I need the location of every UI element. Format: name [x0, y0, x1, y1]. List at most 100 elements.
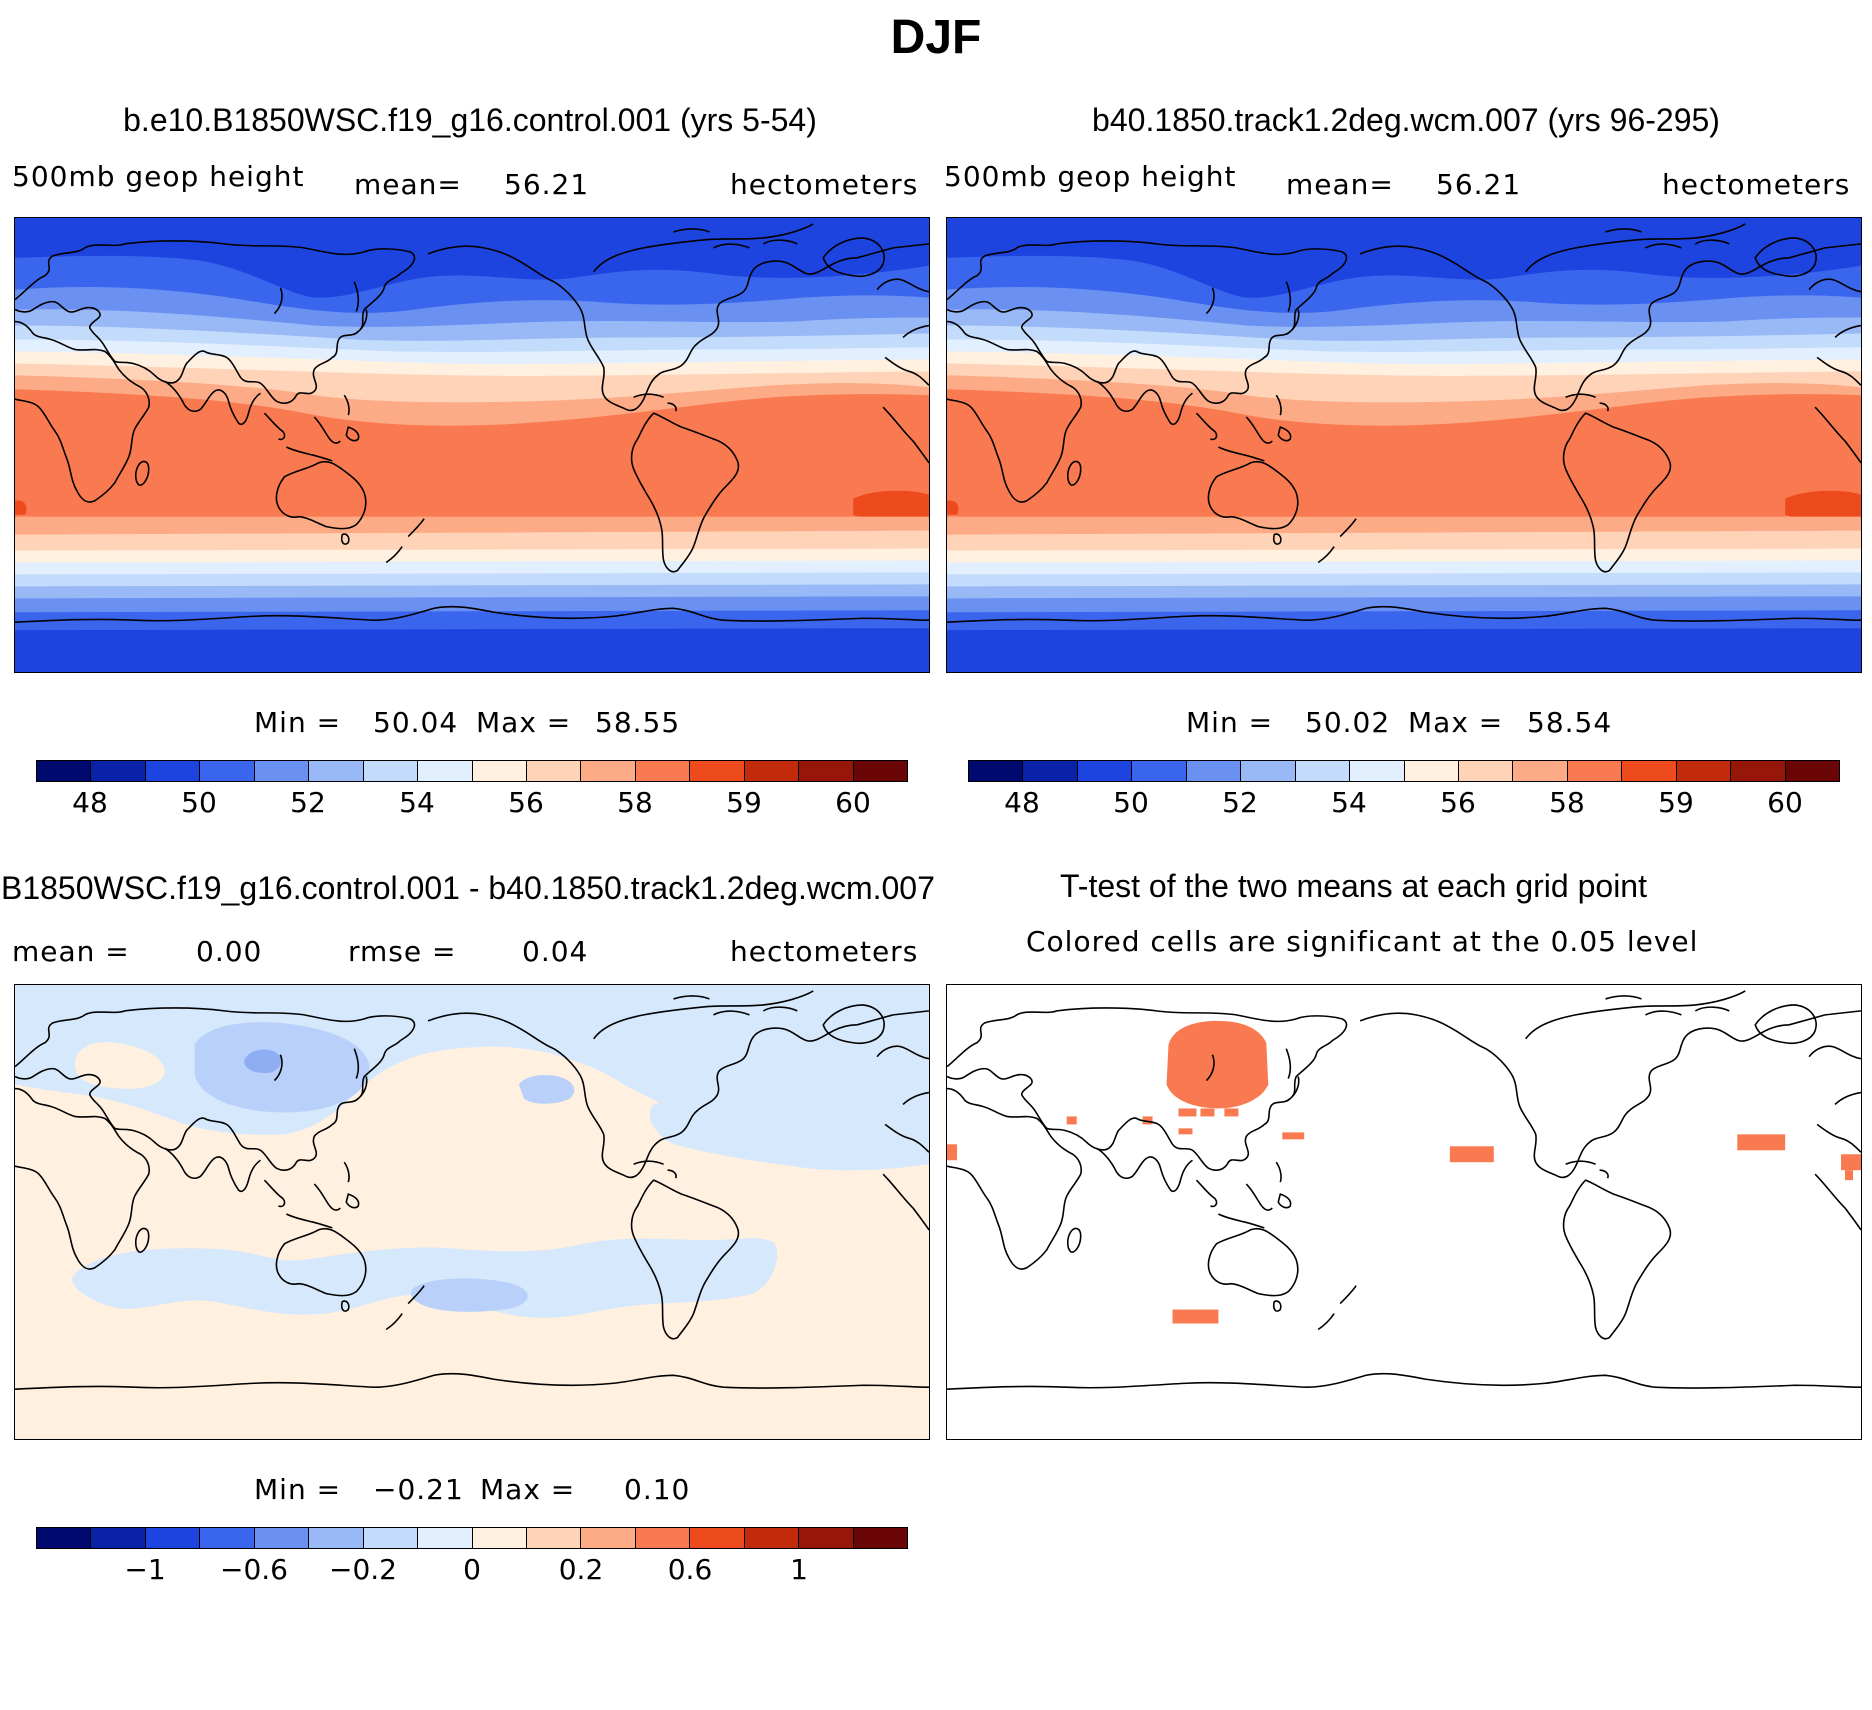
colorbar-swatch — [1241, 761, 1296, 781]
colorbar-swatch — [526, 1528, 582, 1548]
panel2-colorbar-tick: 58 — [1549, 786, 1585, 819]
panel2-colorbar-tick: 52 — [1222, 786, 1258, 819]
panel3-mean-value: 0.00 — [196, 935, 263, 968]
panel4-title: T-test of the two means at each grid poi… — [1060, 868, 1647, 904]
panel2-max-value: 58.54 — [1527, 706, 1613, 739]
panel1-colorbar-tick: 56 — [508, 786, 544, 819]
colorbar-swatch — [418, 1528, 473, 1548]
panel1-mean-value: 56.21 — [504, 168, 590, 201]
colorbar-swatch — [254, 761, 310, 781]
colorbar-swatch — [145, 761, 201, 781]
colorbar-swatch — [309, 1528, 364, 1548]
colorbar-swatch — [145, 1528, 201, 1548]
panel2-min-label: Min = — [1186, 706, 1274, 739]
panel1-title: b.e10.B1850WSC.f19_g16.control.001 (yrs … — [123, 102, 817, 138]
panel4-map — [946, 984, 1862, 1440]
colorbar-swatch — [200, 1528, 255, 1548]
colorbar-swatch — [472, 761, 527, 781]
panel3-title: b.e10.B1850WSC.f19_g16.control.001 - b40… — [0, 870, 935, 906]
panel3-colorbar-tick: 1 — [790, 1553, 808, 1586]
colorbar-swatch — [1186, 761, 1242, 781]
panel3-rmse-label: rmse = — [348, 935, 457, 968]
panel3-colorbar-tick: −1 — [124, 1553, 166, 1586]
panel1-map — [14, 217, 930, 673]
colorbar-swatch — [1785, 761, 1839, 781]
panel2-mean-value: 56.21 — [1436, 168, 1522, 201]
colorbar-swatch — [91, 1528, 146, 1548]
panel1-max-label: Max = — [476, 706, 572, 739]
panel1-units: hectometers — [730, 168, 919, 201]
panel3-min-value: −0.21 — [373, 1473, 464, 1506]
colorbar-swatch — [581, 1528, 636, 1548]
panel2-colorbar — [968, 760, 1840, 782]
colorbar-swatch — [1567, 761, 1623, 781]
colorbar-swatch — [37, 1528, 92, 1548]
panel3-colorbar — [36, 1527, 908, 1549]
colorbar-swatch — [690, 761, 745, 781]
panel1-colorbar-tick: 58 — [617, 786, 653, 819]
panel3-colorbar-tick: 0.2 — [558, 1553, 604, 1586]
colorbar-swatch — [1513, 761, 1568, 781]
colorbar-swatch — [1458, 761, 1514, 781]
panel3-units: hectometers — [730, 935, 919, 968]
panel1-colorbar-tick: 59 — [726, 786, 762, 819]
colorbar-swatch — [1676, 761, 1732, 781]
colorbar-swatch — [969, 761, 1024, 781]
panel1-mean-label: mean= — [354, 168, 462, 201]
panel2-map — [946, 217, 1862, 673]
panel3-max-label: Max = — [480, 1473, 576, 1506]
colorbar-swatch — [1023, 761, 1078, 781]
colorbar-swatch — [91, 761, 146, 781]
panel2-units: hectometers — [1662, 168, 1851, 201]
panel2-colorbar-tick: 54 — [1331, 786, 1367, 819]
panel3-colorbar-tick: −0.2 — [329, 1553, 397, 1586]
colorbar-swatch — [526, 761, 582, 781]
panel2-max-label: Max = — [1408, 706, 1504, 739]
panel3-colorbar-tick: 0 — [463, 1553, 481, 1586]
colorbar-swatch — [37, 761, 92, 781]
figure-title: DJF — [890, 11, 982, 64]
colorbar-swatch — [1622, 761, 1677, 781]
colorbar-swatch — [581, 761, 636, 781]
colorbar-swatch — [744, 761, 800, 781]
colorbar-swatch — [635, 1528, 691, 1548]
panel2-colorbar-tick: 50 — [1113, 786, 1149, 819]
colorbar-swatch — [799, 761, 854, 781]
panel2-colorbar-tick: 60 — [1767, 786, 1803, 819]
panel3-mean-label: mean = — [12, 935, 130, 968]
panel1-min-label: Min = — [254, 706, 342, 739]
panel3-map — [14, 984, 930, 1440]
colorbar-swatch — [472, 1528, 527, 1548]
panel1-colorbar-tick: 50 — [181, 786, 217, 819]
panel2-title: b40.1850.track1.2deg.wcm.007 (yrs 96-295… — [1092, 102, 1720, 138]
colorbar-swatch — [799, 1528, 854, 1548]
colorbar-swatch — [418, 761, 473, 781]
colorbar-swatch — [690, 1528, 745, 1548]
panel1-max-value: 58.55 — [595, 706, 681, 739]
panel1-colorbar-tick: 60 — [835, 786, 871, 819]
colorbar-swatch — [744, 1528, 800, 1548]
colorbar-swatch — [363, 1528, 419, 1548]
panel3-colorbar-tick: 0.6 — [667, 1553, 713, 1586]
panel1-variable-label: 500mb geop height — [12, 160, 305, 193]
panel1-colorbar — [36, 760, 908, 782]
panel4-subtitle: Colored cells are significant at the 0.0… — [1026, 925, 1699, 958]
colorbar-swatch — [1295, 761, 1351, 781]
colorbar-swatch — [1077, 761, 1133, 781]
colorbar-swatch — [853, 761, 907, 781]
colorbar-swatch — [635, 761, 691, 781]
colorbar-swatch — [1350, 761, 1405, 781]
colorbar-swatch — [309, 761, 364, 781]
colorbar-swatch — [363, 761, 419, 781]
panel3-colorbar-tick: −0.6 — [220, 1553, 288, 1586]
panel1-min-value: 50.04 — [373, 706, 459, 739]
colorbar-swatch — [254, 1528, 310, 1548]
colorbar-swatch — [853, 1528, 907, 1548]
panel2-mean-label: mean= — [1286, 168, 1394, 201]
colorbar-swatch — [200, 761, 255, 781]
panel1-colorbar-tick: 52 — [290, 786, 326, 819]
colorbar-swatch — [1132, 761, 1187, 781]
panel1-colorbar-tick: 54 — [399, 786, 435, 819]
panel3-min-label: Min = — [254, 1473, 342, 1506]
panel2-colorbar-tick: 48 — [1004, 786, 1040, 819]
